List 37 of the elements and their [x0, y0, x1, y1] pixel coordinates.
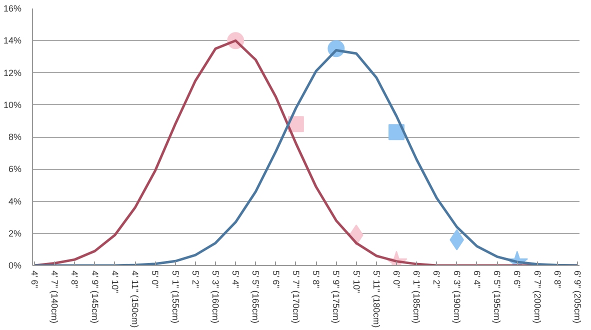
x-tick-label: 5' 9" (175cm) — [331, 270, 342, 324]
x-tick-label: 5' 6" — [270, 270, 281, 288]
x-tick-label: 5' 2" — [190, 270, 200, 288]
x-tick-label: 5' 10" — [351, 270, 362, 293]
x-tick-label: 6' 0" — [391, 270, 402, 288]
x-tick-label: 5' 11" (180cm) — [371, 270, 382, 328]
y-tick-label: 12% — [3, 68, 22, 78]
x-tick-label: 4' 8" — [70, 270, 80, 288]
y-tick-label: 2% — [8, 228, 22, 238]
y-tick-label: 0% — [8, 260, 22, 270]
x-tick-label: 6' 4" — [472, 270, 482, 288]
x-tick-label: 4' 10" — [110, 270, 120, 293]
y-tick-label: 16% — [3, 4, 22, 14]
x-tick-label: 5' 3" (160cm) — [210, 270, 221, 324]
x-tick-label: 6' 3" (190cm) — [452, 270, 462, 324]
x-tick-label: 6' 8" — [552, 270, 562, 288]
x-tick-label: 5' 1" (155cm) — [170, 270, 180, 324]
x-tick-label: 6' 6" — [512, 270, 522, 288]
x-tick-label: 4' 7" (140cm) — [50, 270, 60, 324]
x-tick-label: 5' 8" — [311, 270, 322, 288]
x-tick-label: 6' 7" (200cm) — [532, 270, 542, 324]
x-tick-label: 4' 9" (145cm) — [90, 270, 100, 324]
x-tick-label: 5' 7" (170cm) — [290, 270, 301, 324]
x-tick-label: 6' 9" (205cm) — [572, 270, 582, 324]
x-tick-label: 5' 4" — [230, 270, 241, 288]
x-tick-label: 5' 0" — [150, 270, 160, 288]
x-tick-label: 5' 5" (165cm) — [250, 270, 261, 324]
x-tick-label: 6' 5" (195cm) — [492, 270, 502, 324]
y-tick-label: 8% — [8, 132, 22, 142]
x-tick-label: 6' 2" — [432, 270, 442, 288]
x-tick-label: 4' 11" (150cm) — [130, 270, 140, 328]
x-tick-label: 6' 1" (185cm) — [412, 270, 422, 324]
y-tick-label: 10% — [3, 100, 22, 110]
x-tick-label: 4' 6" — [30, 270, 40, 288]
y-tick-label: 6% — [8, 164, 22, 174]
y-tick-label: 14% — [3, 36, 22, 46]
y-tick-label: 4% — [8, 196, 22, 206]
